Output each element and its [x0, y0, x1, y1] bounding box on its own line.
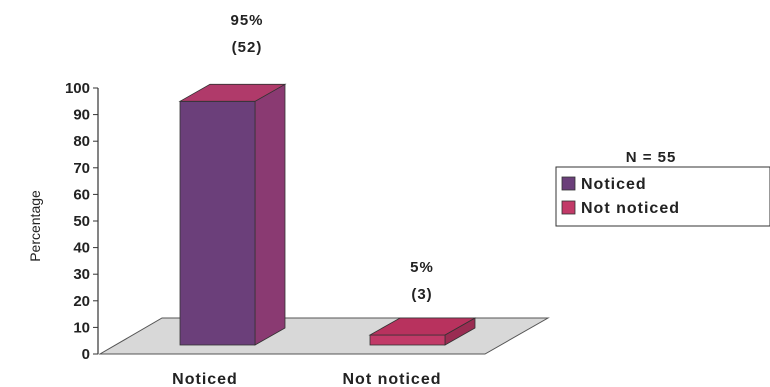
- y-axis: 0 10 20 30 40 50 60 70 80 90 100: [65, 80, 99, 363]
- legend-box: [555, 166, 770, 227]
- sample-size-note: N = 55: [626, 149, 677, 166]
- y-tick-label: 0: [82, 346, 90, 363]
- legend-label-not-noticed: Not noticed: [581, 200, 680, 217]
- bars: Noticed Not noticed: [172, 83, 477, 387]
- y-tick-label: 80: [73, 133, 90, 150]
- floor-plane: [98, 317, 550, 355]
- y-tick-label: 50: [73, 213, 90, 230]
- data-label-percent: 95%: [230, 12, 263, 29]
- data-label-count: (3): [411, 286, 432, 303]
- y-tick-label: 40: [73, 240, 90, 257]
- y-tick-label: 20: [73, 293, 90, 310]
- legend-swatch-not-noticed: [561, 200, 576, 215]
- data-label-count: (52): [232, 39, 263, 56]
- chart-floor: [98, 317, 550, 355]
- legend-label-noticed: Noticed: [581, 176, 647, 193]
- data-labels: 95% (52) 5% (3): [230, 12, 434, 303]
- data-label-percent: 5%: [410, 259, 434, 276]
- y-tick-label: 70: [73, 160, 90, 177]
- bar-top: [368, 317, 477, 336]
- y-tick-label: 60: [73, 186, 90, 203]
- bar-side: [254, 83, 286, 346]
- category-label: Not noticed: [343, 371, 442, 387]
- y-tick-label: 10: [73, 319, 90, 336]
- y-tick-label: 90: [73, 107, 90, 124]
- y-axis-title: Percentage: [27, 190, 43, 262]
- y-tick-label: 30: [73, 266, 90, 283]
- bar-front: [179, 100, 256, 346]
- bar-front: [369, 334, 446, 346]
- y-tick-label: 100: [65, 80, 90, 97]
- bar-top: [178, 83, 287, 102]
- category-label: Noticed: [172, 371, 238, 387]
- legend-swatch-noticed: [561, 176, 576, 191]
- legend: Noticed Not noticed: [555, 166, 770, 227]
